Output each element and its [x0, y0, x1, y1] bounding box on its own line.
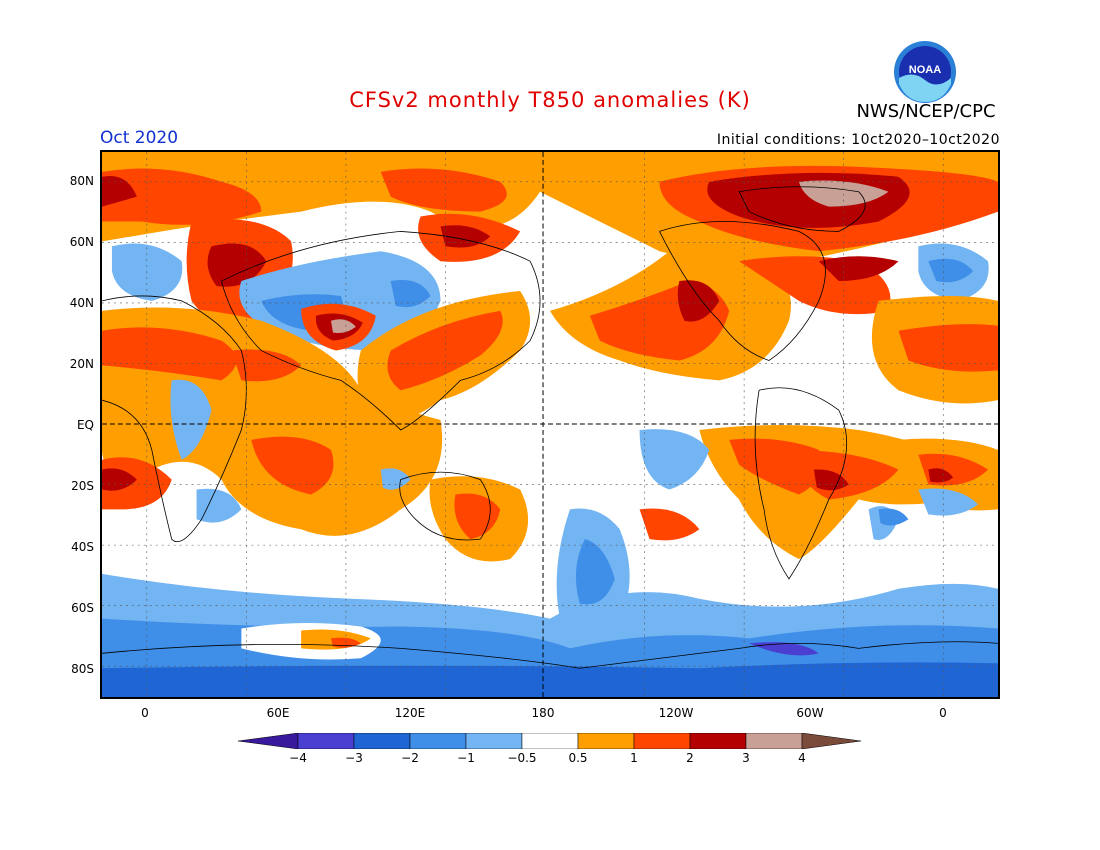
colorbar-segment-below-4 [238, 733, 299, 749]
lon-label-60e: 60E [266, 706, 290, 720]
lon-label-0: 0 [141, 706, 149, 720]
colorbar-label: 2 [686, 751, 694, 765]
month-label: Oct 2020 [100, 128, 179, 148]
colorbar-label: −3 [345, 751, 363, 765]
lat-label-20s: 20S [71, 479, 94, 493]
colorbar-label: −2 [401, 751, 419, 765]
colorbar-segment-1-05 [465, 733, 523, 749]
lat-label-60s: 60S [71, 601, 94, 615]
chart-title: CFSv2 monthly T850 anomalies (K) [349, 88, 751, 112]
lat-label-40s: 40S [71, 540, 94, 554]
colorbar-segment-05-1 [577, 733, 635, 749]
lat-label-80n: 80N [69, 174, 94, 188]
svg-text:NOAA: NOAA [909, 64, 941, 76]
lon-label-120e: 120E [394, 706, 426, 720]
lat-label-60n: 60N [69, 235, 94, 249]
lon-label-120w: 120W [658, 706, 694, 720]
lat-label-eq: EQ [76, 418, 94, 432]
initial-conditions: Initial conditions: 10ct2020–10ct2020 [716, 132, 1000, 148]
colorbar-segment-2-1 [409, 733, 467, 749]
lat-label-80s: 80S [71, 662, 94, 676]
colorbar-segment-4-3 [297, 733, 355, 749]
colorbar [238, 733, 862, 749]
lat-label-40n: 40N [69, 296, 94, 310]
colorbar-label: −4 [289, 751, 307, 765]
colorbar-label: 3 [742, 751, 750, 765]
colorbar-segment-above-4 [801, 733, 862, 749]
colorbar-segment-3-2 [353, 733, 411, 749]
equator-dateline [102, 152, 998, 697]
anomaly-map [100, 150, 1000, 699]
colorbar-label: −1 [457, 751, 475, 765]
lat-label-20n: 20N [69, 357, 94, 371]
colorbar-segment-2-3 [689, 733, 747, 749]
coastlines [102, 186, 998, 669]
agency-label: NWS/NCEP/CPC [856, 101, 996, 122]
colorbar-label: −0.5 [507, 751, 537, 765]
noaa-logo: NOAA [894, 41, 956, 103]
colorbar-label: 1 [630, 751, 638, 765]
colorbar-segment-neutral [521, 733, 579, 749]
colorbar-label: 4 [798, 751, 806, 765]
colorbar-segment-1-2 [633, 733, 691, 749]
lon-label-0-east: 0 [939, 706, 947, 720]
colorbar-segment-3-4 [745, 733, 803, 749]
lon-label-180: 180 [531, 706, 555, 720]
lon-label-60w: 60W [796, 706, 824, 720]
colorbar-label: 0.5 [568, 751, 588, 765]
graticule [102, 152, 998, 697]
